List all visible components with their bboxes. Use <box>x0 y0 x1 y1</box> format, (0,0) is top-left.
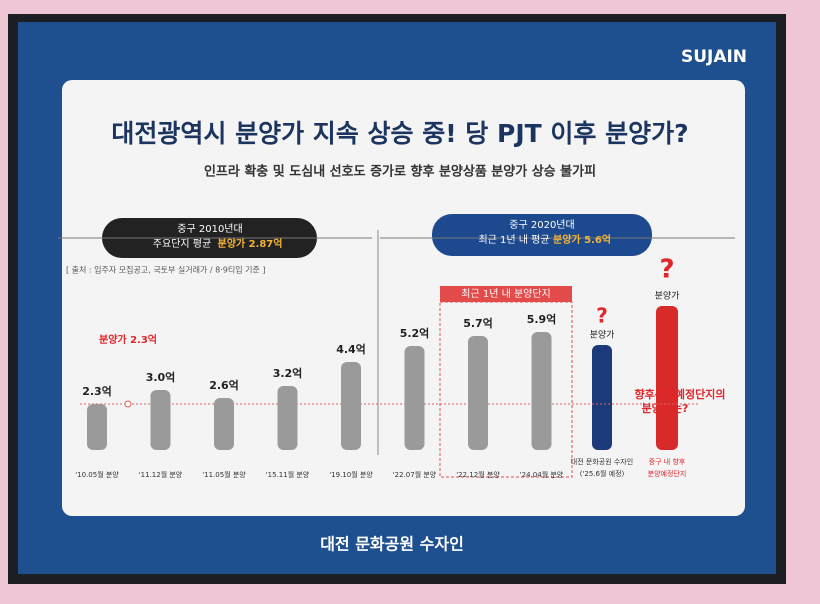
badge-value: 분양가 2.87억 <box>218 237 283 250</box>
bar <box>341 362 361 450</box>
bar <box>404 346 425 450</box>
value-label: 2.3억 <box>82 385 112 398</box>
x-tick-label: '22.12월 분양 <box>456 470 500 479</box>
x-tick-label: 중구 내 향후 <box>649 457 686 466</box>
future-bar <box>656 306 678 450</box>
badge-text: 주요단지 평균 <box>153 238 211 250</box>
callout: 분양가는? <box>642 401 689 415</box>
value-label: 3.2억 <box>273 367 303 380</box>
value-label: 5.2억 <box>400 327 430 340</box>
chart-title: 대전광역시 분양가 지속 상승 중! 당 PJT 이후 분양가? <box>111 119 688 148</box>
bar <box>277 386 298 450</box>
x-tick-label: 분양예정단지 <box>648 469 687 478</box>
brand: SUJAIN <box>681 47 747 67</box>
x-tick-label: '22.07월 분양 <box>393 470 437 479</box>
future-label: 분양가 <box>655 291 680 302</box>
callout: 향후분양예정단지의 <box>634 387 725 401</box>
highlight-label: 최근 1년 내 분양단지 <box>461 288 551 300</box>
x-tick-label: 대전 문화공원 수자인 <box>571 457 633 466</box>
bar <box>150 390 171 450</box>
badge-text: 최근 1년 내 평균 <box>478 234 549 246</box>
highlight-header <box>440 286 572 302</box>
value-label: 4.4억 <box>336 343 366 356</box>
bar <box>214 398 234 450</box>
value-label: 3.0억 <box>146 371 176 384</box>
value-label: 5.7억 <box>463 317 493 330</box>
future-bar <box>592 345 612 450</box>
x-tick-label: '11.12월 분양 <box>139 470 183 479</box>
future-mark: ? <box>659 255 674 285</box>
x-tick-label: '24.04월 분양 <box>520 470 564 479</box>
source: [ 출처 : 입주자 모집공고, 국토부 실거래가 / 8·9티입 기준 ] <box>66 265 266 275</box>
badge <box>432 214 652 256</box>
bar <box>531 332 552 450</box>
bar <box>87 404 107 450</box>
bar <box>468 336 488 450</box>
x-tick-label: '19.10월 분양 <box>329 470 373 479</box>
badge-value: 분양가 5.6억 <box>553 233 611 246</box>
x-tick-label: ('25.6월 예정) <box>580 469 625 478</box>
badge-title: 중구 2020년대 <box>509 219 574 231</box>
badge-title: 중구 2010년대 <box>177 223 242 235</box>
footer: 대전 문화공원 수자인 <box>320 535 464 554</box>
reference-point <box>124 400 132 408</box>
subtitle: 인프라 확충 및 도심내 선호도 증가로 향후 분양상품 분양가 상승 불가피 <box>204 164 596 180</box>
x-tick-label: '11.05월 분양 <box>202 470 246 479</box>
future-mark: ? <box>596 304 608 328</box>
value-label: 5.9억 <box>527 313 557 326</box>
reference-label: 분양가 2.3억 <box>99 333 157 346</box>
x-tick-label: '15.11월 분양 <box>266 470 310 479</box>
future-label: 분양가 <box>590 330 615 341</box>
x-tick-label: '10.05월 분양 <box>75 470 119 479</box>
value-label: 2.6억 <box>209 379 239 392</box>
